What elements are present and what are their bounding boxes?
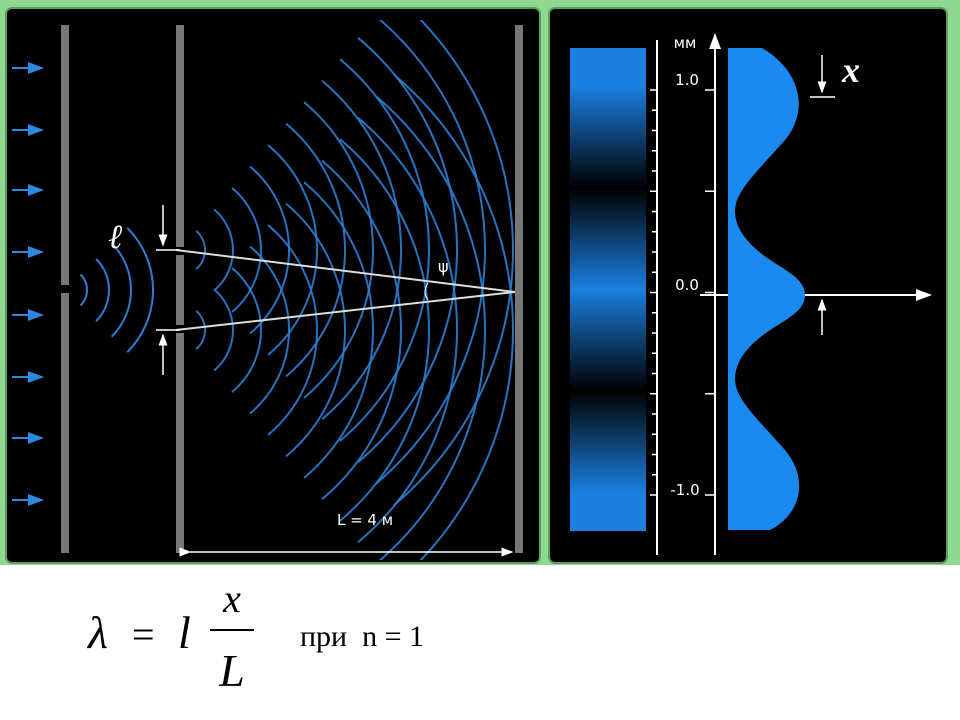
- formula-condition: при n = 1: [300, 620, 424, 653]
- wavefront: [213, 208, 234, 292]
- slit-width-label: ℓ: [108, 219, 122, 256]
- unit-label: мм: [674, 34, 697, 52]
- wavefront: [375, 95, 486, 560]
- formula-l: l: [178, 607, 191, 658]
- formula: λ = l x L при n = 1: [86, 576, 424, 696]
- screens: [61, 25, 523, 553]
- wavefront: [231, 187, 262, 313]
- angle-arc: [424, 282, 429, 301]
- incoming-arrows: [12, 62, 44, 506]
- slit-markers: [156, 205, 514, 557]
- scale-label: -1.0: [670, 481, 699, 499]
- wavefront: [321, 159, 402, 501]
- scale-label: 1.0: [675, 71, 699, 89]
- wavefront: [303, 101, 375, 399]
- distance-label: L = 4 м: [337, 511, 393, 529]
- wavefront: [195, 310, 206, 350]
- wavefront: [357, 117, 458, 543]
- wavefront: [321, 79, 402, 421]
- scale-ticks: [650, 89, 715, 496]
- rays: [175, 249, 516, 331]
- wavefront: [339, 138, 430, 522]
- wavefront: [285, 122, 346, 378]
- wavefront: [267, 224, 318, 436]
- wavefront: [393, 74, 514, 560]
- wavefront: [375, 20, 486, 485]
- wavefront: [95, 258, 110, 322]
- wavefront: [285, 202, 346, 458]
- formula-lambda: λ: [86, 607, 108, 658]
- wavefront: [195, 230, 206, 270]
- shift-markers: [810, 55, 835, 335]
- wavefront: [393, 20, 514, 506]
- fringe-pattern: [570, 48, 646, 531]
- scale-label: 0.0: [675, 276, 699, 294]
- wavefront: [231, 267, 262, 393]
- wavefront: [303, 181, 375, 479]
- wavefronts: [79, 20, 514, 560]
- shift-label: x: [841, 50, 860, 90]
- wavefront: [357, 37, 458, 463]
- angle-label: ψ: [438, 257, 449, 276]
- intensity-curve: [728, 48, 805, 530]
- formula-denominator: L: [218, 645, 245, 696]
- wavefront: [126, 227, 154, 353]
- wavefront: [249, 245, 290, 415]
- wavefront: [213, 288, 234, 372]
- wavefront: [79, 273, 88, 307]
- wavefront: [249, 165, 290, 335]
- formula-numerator: x: [222, 576, 241, 621]
- wavefront: [110, 242, 132, 338]
- formula-equals: =: [132, 612, 155, 657]
- wavefront: [339, 58, 430, 442]
- wavefront: [267, 144, 318, 356]
